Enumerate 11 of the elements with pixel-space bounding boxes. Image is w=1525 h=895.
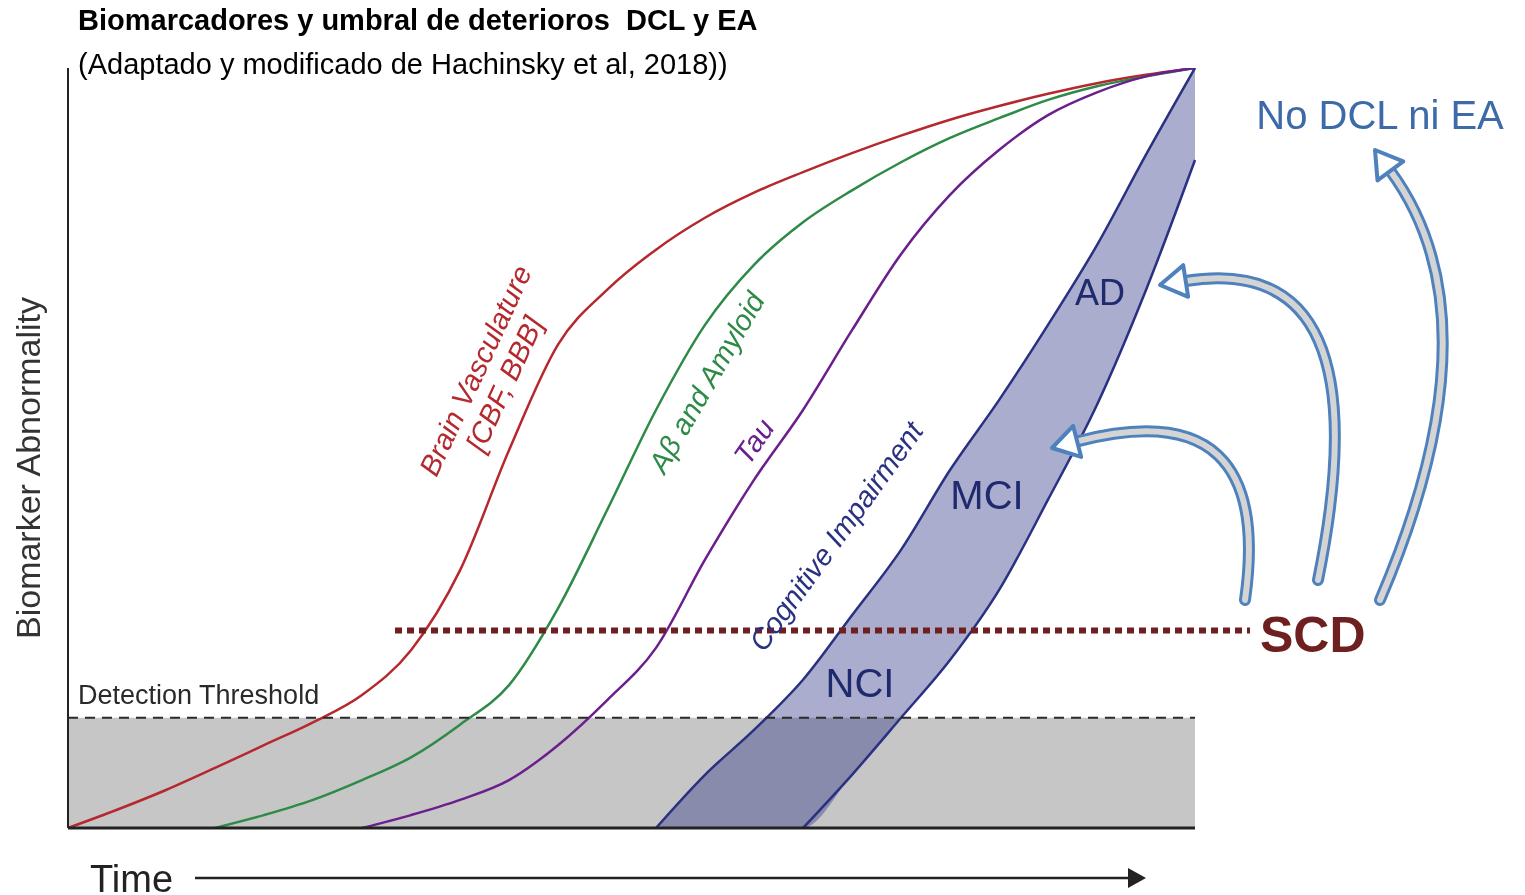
x-axis-title: Time [90,858,174,895]
text: No DCL ni EA [1256,92,1505,137]
text: Tau [727,413,781,471]
chart-title: Biomarcadores y umbral de deterioros DCL y EA [78,4,758,37]
ref-line-label: Detection Threshold [78,679,320,710]
y-axis-title: Biomarker Abnormality [9,296,47,640]
chart-subtitle: (Adaptado y modificado de Hachinsky et al, 2018)) [78,48,728,81]
annotation: MCI [950,472,1024,517]
annotation: AD [1074,271,1126,313]
annotation: NCI [825,660,895,705]
ref-line-label: SCD [1260,606,1366,663]
